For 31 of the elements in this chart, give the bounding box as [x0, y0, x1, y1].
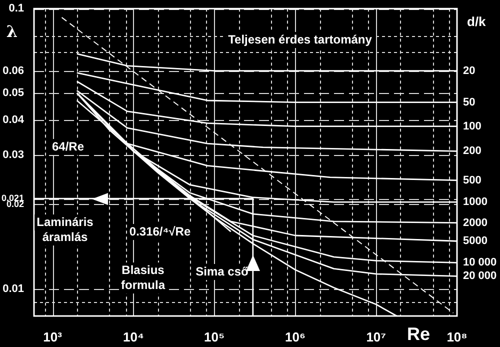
y-tick-label: 0.06 [2, 64, 24, 77]
series-label: 20 000 [463, 270, 497, 282]
x-tick-label: 10⁷ [366, 329, 386, 344]
series-label: 50 [463, 96, 476, 108]
x-tick-label: 10⁶ [284, 329, 306, 344]
series-label: 2000 [463, 216, 488, 229]
annotation: Blasius formula [120, 262, 166, 292]
annotation: 64/Re [52, 139, 84, 154]
y-tick-label: 0.04 [2, 114, 25, 126]
series-label: 500 [463, 174, 482, 186]
y-axis-title: λ [6, 22, 18, 41]
x-tick-label: 10⁵ [204, 329, 225, 344]
x-axis-title: Re [407, 324, 430, 344]
series-label: 20 [463, 64, 476, 77]
x-tick-label: 10⁸ [446, 329, 468, 344]
y-tick-label: 0.05 [2, 86, 24, 99]
legend-title: d/k [467, 14, 487, 30]
series-label: 100 [463, 120, 482, 132]
y-tick-label: 0.01 [2, 282, 24, 295]
annotation: 0.316/⁴√Re [129, 224, 191, 238]
y-tick-label: 0.03 [2, 149, 24, 162]
x-tick-label: 10³ [43, 329, 63, 344]
annotation: Teljesen érdes tartomány [228, 32, 372, 46]
series-label: 5000 [463, 235, 488, 248]
annotation: Lamináris áramlás [36, 214, 94, 244]
annotation: Sima cső [196, 264, 248, 278]
series-label: 1000 [463, 196, 488, 208]
series-label: 200 [463, 145, 482, 158]
y-tick-label: 0.1 [8, 2, 24, 15]
x-tick-label: 10⁴ [122, 329, 144, 344]
series-label: 10 000 [463, 256, 497, 269]
